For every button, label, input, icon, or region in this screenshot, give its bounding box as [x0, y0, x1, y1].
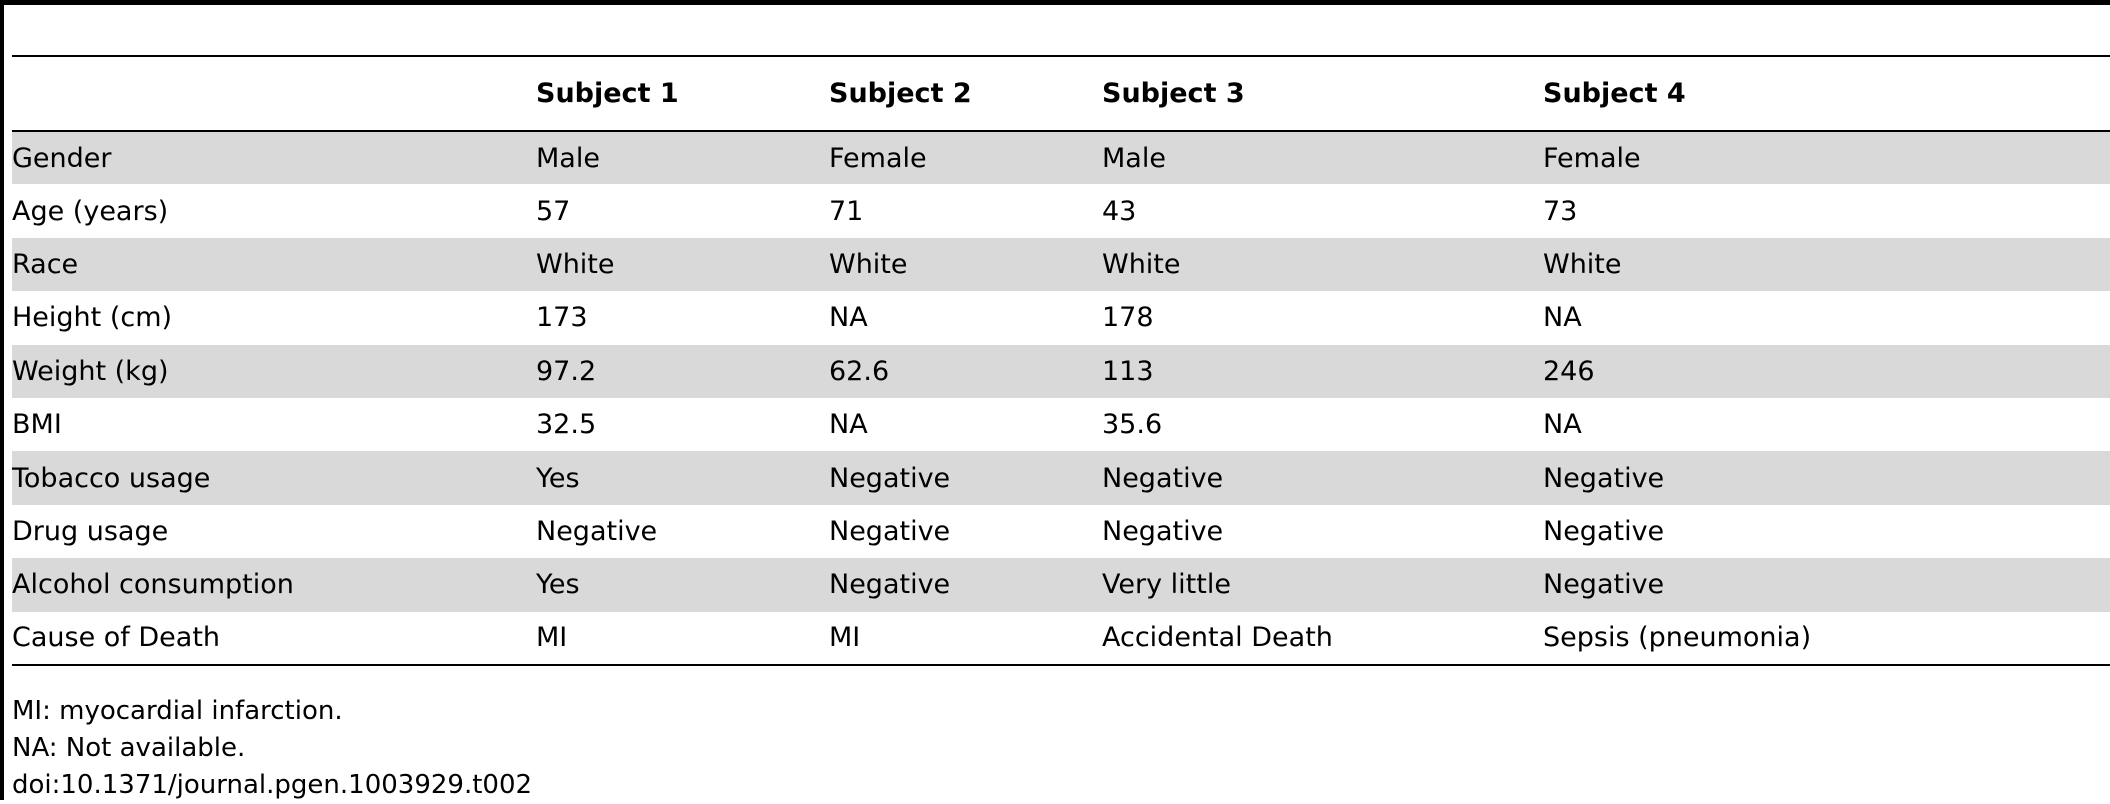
table-cell: Negative [1543, 558, 2110, 612]
table-row-alcohol: Alcohol consumption Yes Negative Very li… [12, 558, 2110, 612]
row-label: Race [12, 237, 536, 292]
table-cell: 173 [536, 302, 588, 334]
table-cell: Negative [536, 515, 658, 547]
table-cell: 32.5 [536, 409, 597, 441]
table-cell: 71 [829, 195, 864, 227]
left-border-rule [0, 0, 4, 800]
row-label: Cause of Death [12, 611, 536, 666]
table-cell: 43 [1102, 195, 1137, 227]
table-footnotes: MI: myocardial infarction. NA: Not avail… [12, 693, 532, 804]
table-cell: 57 [536, 195, 571, 227]
footnote-doi: doi:10.1371/journal.pgen.1003929.t002 [12, 770, 533, 800]
table-cell: White [536, 237, 829, 292]
subject-table-container: Subject 1 Subject 2 Subject 3 Subject 4 … [12, 55, 2110, 666]
table-cell: White [829, 237, 1102, 292]
table-cell: Very little [1102, 558, 1543, 612]
table-cell: 35.6 [1102, 409, 1163, 441]
table-cell: Negative [1543, 451, 2110, 505]
footnote-mi: MI: myocardial infarction. [12, 696, 343, 726]
table-cell: 97.2 [536, 344, 829, 398]
table-cell: 62.6 [829, 344, 1102, 398]
header-cell-subject-3: Subject 3 [1102, 55, 1543, 132]
row-label: Age (years) [12, 195, 169, 227]
table-cell: NA [829, 302, 868, 334]
table-row-tobacco: Tobacco usage Yes Negative Negative Nega… [12, 451, 2110, 505]
table-cell: Negative [829, 515, 951, 547]
table-cell: Negative [1543, 515, 1665, 547]
row-label: Weight (kg) [12, 344, 536, 398]
row-label: Tobacco usage [12, 451, 536, 505]
table-row-bmi: BMI 32.5 NA 35.6 NA [12, 398, 2110, 451]
table-row-race: Race White White White White [12, 237, 2110, 292]
header-cell-subject-4: Subject 4 [1543, 55, 2110, 132]
row-label: Height (cm) [12, 302, 173, 334]
footnote-na: NA: Not available. [12, 733, 246, 763]
table-cell: Yes [536, 558, 829, 612]
table-cell: Male [536, 131, 829, 185]
table-cell: Negative [1102, 515, 1224, 547]
row-label: BMI [12, 409, 62, 441]
table-cell: Negative [1102, 451, 1543, 505]
table-cell: NA [1543, 302, 1582, 334]
table-row-height: Height (cm) 173 NA 178 NA [12, 291, 2110, 344]
header-cell-subject-2: Subject 2 [829, 55, 1102, 132]
table-cell: 113 [1102, 344, 1543, 398]
table-header-row: Subject 1 Subject 2 Subject 3 Subject 4 [12, 55, 2110, 132]
table-cell: Negative [829, 558, 1102, 612]
table-cell: MI [829, 611, 1102, 666]
table-cell: 178 [1102, 302, 1154, 334]
table-cell: NA [829, 409, 868, 441]
table-cell: Female [829, 131, 1102, 185]
table-cell: 246 [1543, 344, 2110, 398]
table-cell: Accidental Death [1102, 611, 1543, 666]
table-row-gender: Gender Male Female Male Female [12, 131, 2110, 185]
header-cell-subject-1: Subject 1 [536, 55, 829, 132]
row-label: Drug usage [12, 515, 169, 547]
row-label: Gender [12, 131, 536, 185]
table-row-cause-of-death: Cause of Death MI MI Accidental Death Se… [12, 611, 2110, 666]
table-cell: White [1543, 237, 2110, 292]
header-cell-corner [12, 55, 536, 132]
table-row-weight: Weight (kg) 97.2 62.6 113 246 [12, 344, 2110, 398]
subject-characteristics-table: Subject 1 Subject 2 Subject 3 Subject 4 … [12, 55, 2110, 666]
row-label: Alcohol consumption [12, 558, 536, 612]
table-row-age: Age (years) 57 71 43 73 [12, 184, 2110, 237]
table-cell: Male [1102, 131, 1543, 185]
table-cell: Female [1543, 131, 2110, 185]
table-cell: White [1102, 237, 1543, 292]
table-cell: Yes [536, 451, 829, 505]
table-row-drug: Drug usage Negative Negative Negative Ne… [12, 505, 2110, 558]
table-cell: Sepsis (pneumonia) [1543, 611, 2110, 666]
table-cell: Negative [829, 451, 1102, 505]
table-cell: NA [1543, 409, 1582, 441]
table-cell: 73 [1543, 195, 1578, 227]
table-cell: MI [536, 611, 829, 666]
top-border-rule [0, 0, 2110, 5]
